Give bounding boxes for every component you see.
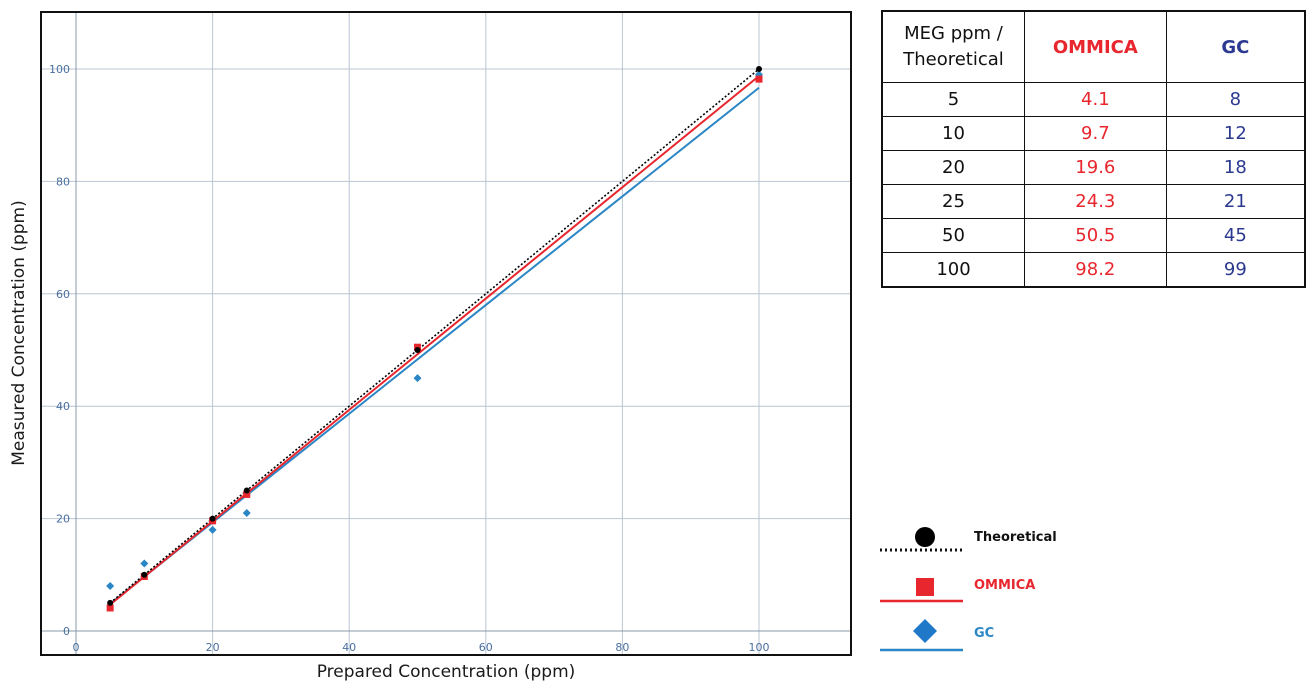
- cell-gc: 8: [1165, 82, 1306, 117]
- y-tick-label: 100: [49, 63, 70, 76]
- plot-area-background: [41, 12, 851, 655]
- cell-ommica: 50.5: [1024, 218, 1167, 253]
- cell-ommica: 98.2: [1024, 252, 1167, 288]
- legend-label-ommica: OMMICA: [974, 578, 1036, 593]
- x-tick-label: 0: [73, 641, 80, 654]
- fit-lines: [109, 68, 760, 606]
- gc-point: [242, 508, 251, 517]
- cell-gc: 21: [1165, 184, 1306, 219]
- ommica-point: [106, 604, 114, 612]
- header-ommica: OMMICA: [1024, 10, 1167, 83]
- plot-area-border: [40, 11, 852, 656]
- theoretical-trend-line: [109, 68, 760, 604]
- cell-gc: 18: [1165, 150, 1306, 185]
- table-header-row: MEG ppm / Theoretical OMMICA GC: [881, 10, 1306, 83]
- ommica-trend-line: [109, 75, 760, 606]
- measured-vs-prepared-chart: 0 20 40 60 80 100 0 20 40 60 80 100 Prepared Concen…: [9, 11, 852, 682]
- theoretical-point: [209, 515, 216, 522]
- axis-ticks: 0 20 40 60 80 100 0 20 40 60 80 100: [49, 63, 770, 654]
- legend-symbol-theoretical: [880, 527, 963, 552]
- legend-circle-marker: [915, 527, 935, 547]
- chart-legend: Theoretical OMMICA GC: [878, 520, 1098, 660]
- y-tick-label: 60: [56, 288, 70, 301]
- table-row: 25 24.3 21: [881, 184, 1306, 219]
- ommica-point: [243, 490, 251, 498]
- header-theoretical-line1: MEG ppm /: [904, 23, 1003, 44]
- gc-point: [208, 525, 217, 534]
- y-tick-label: 40: [56, 400, 70, 413]
- legend-label-gc: GC: [974, 626, 995, 641]
- gc-point: [140, 559, 149, 568]
- cell-theoretical: 20: [881, 150, 1026, 185]
- legend-item-ommica: OMMICA: [878, 568, 1098, 608]
- y-axis-title: Measured Concentration (ppm): [9, 200, 29, 466]
- cell-ommica: 9.7: [1024, 116, 1167, 151]
- cell-gc: 45: [1165, 218, 1306, 253]
- ommica-point: [755, 75, 763, 83]
- table-row: 50 50.5 45: [881, 218, 1306, 253]
- x-tick-label: 100: [749, 641, 770, 654]
- y-tick-label: 0: [63, 625, 70, 638]
- theoretical-point: [414, 347, 421, 353]
- x-tick-label: 20: [206, 641, 220, 654]
- legend-label-theoretical: Theoretical: [974, 530, 1057, 545]
- grid-lines: [41, 12, 851, 655]
- table-row: 5 4.1 8: [881, 82, 1306, 117]
- theoretical-point: [756, 66, 762, 72]
- gc-trend-line: [109, 86, 760, 605]
- x-tick-label: 80: [615, 641, 629, 654]
- table-row: 100 98.2 99: [881, 252, 1306, 288]
- legend-symbol-gc: [880, 619, 963, 652]
- theoretical-point: [141, 571, 148, 578]
- cell-theoretical: 10: [881, 116, 1026, 151]
- header-theoretical: MEG ppm / Theoretical: [881, 10, 1026, 83]
- cell-theoretical: 100: [881, 252, 1026, 288]
- cell-ommica: 4.1: [1024, 82, 1167, 117]
- legend-item-gc: GC: [878, 616, 1098, 656]
- cell-gc: 12: [1165, 116, 1306, 151]
- legend-item-theoretical: Theoretical: [878, 520, 1098, 560]
- x-tick-label: 60: [479, 641, 493, 654]
- concentration-table: MEG ppm / Theoretical OMMICA GC 5 4.1 8 …: [881, 10, 1306, 288]
- legend-diamond-marker: [913, 619, 937, 643]
- theoretical-point: [243, 487, 250, 494]
- gc-point: [413, 374, 422, 383]
- y-tick-label: 80: [56, 175, 70, 188]
- header-gc: GC: [1165, 10, 1306, 83]
- cell-ommica: 24.3: [1024, 184, 1167, 219]
- cell-theoretical: 5: [881, 82, 1026, 117]
- cell-theoretical: 50: [881, 218, 1026, 253]
- table-row: 10 9.7 12: [881, 116, 1306, 151]
- legend-square-marker: [916, 578, 934, 596]
- x-axis-title: Prepared Concentration (ppm): [317, 662, 576, 682]
- y-tick-label: 20: [56, 513, 70, 526]
- data-points: [106, 66, 763, 612]
- gc-point: [106, 582, 115, 591]
- theoretical-point: [107, 599, 114, 606]
- cell-theoretical: 25: [881, 184, 1026, 219]
- header-theoretical-line2: Theoretical: [903, 49, 1004, 70]
- cell-ommica: 19.6: [1024, 150, 1167, 185]
- cell-gc: 99: [1165, 252, 1306, 288]
- table-row: 20 19.6 18: [881, 150, 1306, 185]
- legend-symbol-ommica: [880, 578, 963, 603]
- x-tick-label: 40: [342, 641, 356, 654]
